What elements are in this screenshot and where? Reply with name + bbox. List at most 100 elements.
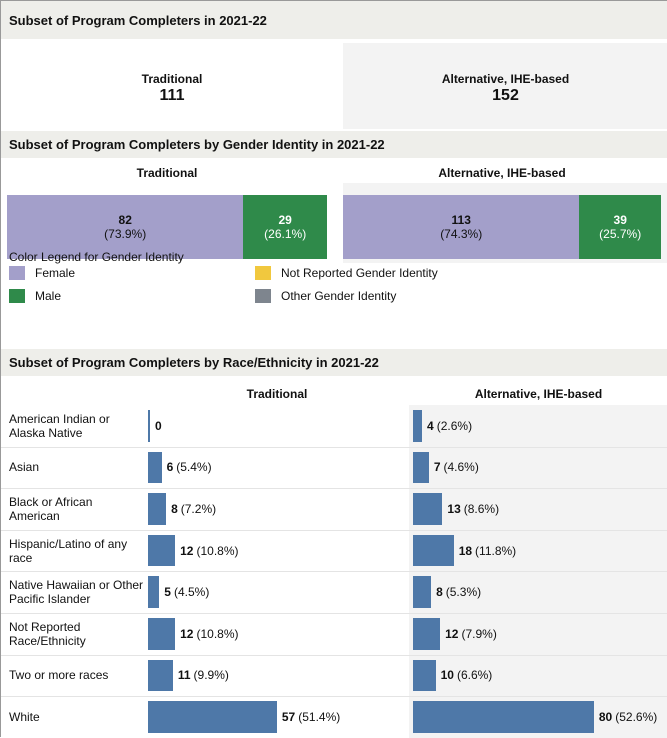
bar-value: 10: [440, 668, 454, 683]
legend-swatch: [9, 289, 25, 303]
row-divider: [1, 446, 667, 448]
segment-percent-text: (26.1%): [264, 227, 307, 241]
segment-value: 113: [452, 213, 471, 227]
bar-percent: (10.8%): [196, 626, 239, 641]
bar-value: 8: [436, 585, 443, 600]
section-header: Subset of Program Completers by Race/Eth…: [1, 349, 667, 376]
panel-title: Traditional: [246, 387, 308, 401]
panel-title: Alternative, IHE-based: [474, 387, 603, 401]
row-divider: [1, 529, 667, 531]
bar: [148, 410, 150, 442]
bar-label: 12 (10.8%): [180, 530, 238, 572]
bar-value: 4: [427, 418, 434, 433]
legend-swatch: [9, 266, 25, 280]
bar-percent: (4.5%): [173, 585, 210, 600]
row-label: Native Hawaiian or Other Pacific Islande…: [9, 578, 144, 607]
bar-segment: 113 (74.3%): [343, 195, 580, 259]
bar: [413, 534, 454, 567]
bar: [413, 410, 423, 442]
legend-label: Other Gender Identity: [281, 289, 397, 303]
row-divider: [1, 654, 667, 656]
bar-percent: (7.2%): [180, 501, 217, 516]
bar-segment: 82 (73.9%): [7, 195, 244, 259]
row-divider: [1, 696, 667, 698]
bar: [413, 659, 436, 692]
bar: [148, 576, 160, 608]
bar-label: 8 (7.2%): [171, 488, 216, 530]
panel-bg: [343, 43, 667, 129]
legend-title: Color Legend for Gender Identity: [9, 250, 184, 264]
row-label: Black or African American: [9, 494, 93, 523]
segment-value: 39: [614, 213, 627, 227]
row-label: Not Reported Race/Ethnicity: [9, 619, 86, 648]
segment-value: 29: [279, 213, 292, 227]
bar-label: 7 (4.6%): [434, 447, 479, 489]
legend-label: Not Reported Gender Identity: [281, 266, 438, 280]
summary-label: Traditional: [141, 72, 203, 86]
summary-label: Alternative, IHE-based: [441, 72, 570, 86]
bar-value: 12: [180, 626, 194, 641]
bar-label: 6 (5.4%): [167, 447, 212, 489]
segment-value: 82: [119, 213, 132, 227]
bar-value: 11: [177, 668, 191, 683]
segment-value-text: 29: [278, 213, 292, 227]
segment-value-text: 39: [613, 213, 627, 227]
bar-percent: (2.6%): [436, 418, 473, 433]
segment-value-text: 82: [118, 213, 132, 227]
legend-label: Female: [35, 266, 76, 280]
bar-label: 0: [155, 405, 162, 447]
segment-percent: (25.7%): [599, 227, 641, 241]
bar-label: 11 (9.9%): [178, 655, 229, 697]
bar-percent: (11.8%): [475, 543, 517, 558]
row-label: Hispanic/Latino of any race: [9, 536, 128, 565]
bar-label: 12 (10.8%): [180, 613, 238, 655]
row-label: Two or more races: [9, 668, 109, 683]
bar: [148, 493, 167, 525]
bar: [148, 701, 277, 733]
bar-percent: (5.3%): [445, 585, 482, 600]
bar: [413, 576, 432, 608]
bar-value: 0: [155, 418, 162, 433]
row-label: White: [9, 709, 40, 724]
bar-label: 12 (7.9%): [445, 613, 497, 655]
bar-value: 7: [433, 460, 441, 475]
bar: [413, 618, 441, 650]
segment-percent: (26.1%): [264, 227, 306, 241]
bar-value: 80: [598, 709, 613, 724]
segment-percent: (74.3%): [440, 227, 482, 241]
bar-value: 5: [164, 585, 171, 600]
bar: [148, 659, 173, 692]
row-label: Asian: [9, 460, 40, 475]
panel-title: Traditional: [136, 166, 198, 180]
bar-percent: (4.6%): [443, 460, 479, 475]
bar-value: 12: [180, 543, 194, 558]
bar-value: 18: [458, 543, 473, 558]
bar: [413, 701, 594, 733]
bar-value: 12: [445, 626, 459, 641]
row-divider: [1, 571, 667, 573]
bar-value: 6: [166, 460, 174, 475]
bar-segment: 39 (25.7%): [579, 195, 661, 259]
bar-percent: (6.6%): [456, 668, 493, 683]
section-header: Subset of Program Completers in 2021-22: [1, 1, 667, 39]
section-header: Subset of Program Completers by Gender I…: [1, 131, 667, 158]
bar: [148, 534, 176, 567]
segment-percent-text: (74.3%): [440, 227, 483, 241]
row-divider: [1, 488, 667, 490]
bar-value: 8: [171, 501, 178, 516]
bar-value: 13: [447, 501, 461, 516]
row-label: American Indian or Alaska Native: [9, 411, 110, 440]
bar-label: 4 (2.6%): [427, 405, 472, 447]
bar-percent: (10.8%): [196, 543, 239, 558]
bar-label: 57 (51.4%): [282, 696, 340, 738]
bar-label: 13 (8.6%): [447, 488, 499, 530]
bar: [413, 451, 429, 484]
panel-title: Alternative, IHE-based: [438, 166, 566, 180]
bar-percent: (8.6%): [463, 501, 500, 516]
bar: [148, 618, 176, 650]
legend-label: Male: [35, 289, 62, 303]
bar-label: 5 (4.5%): [164, 571, 209, 613]
summary-value: 111: [159, 87, 185, 104]
